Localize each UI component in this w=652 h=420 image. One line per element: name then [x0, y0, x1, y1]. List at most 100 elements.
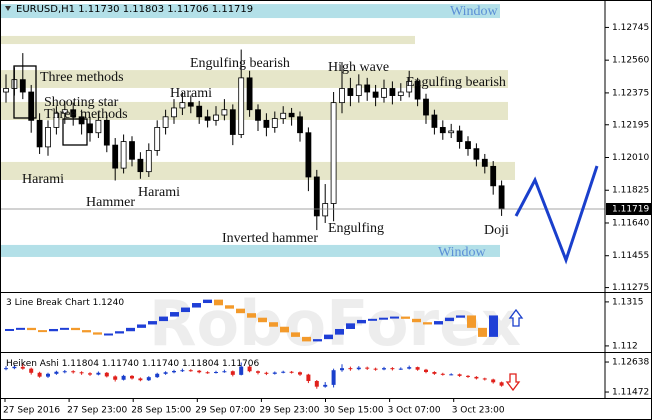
y-tick-label: 1.11275: [612, 283, 649, 293]
annotation: Window: [438, 245, 487, 260]
candle-body: [439, 127, 446, 134]
ha-body: [482, 378, 487, 380]
brick: [236, 308, 245, 314]
y-tick-label: 1.12638: [612, 358, 649, 368]
zone: [0, 35, 415, 45]
ha-body: [239, 366, 244, 375]
brick: [434, 321, 443, 325]
annotation: Shooting star: [44, 95, 119, 110]
candle-body: [372, 91, 379, 98]
brick: [159, 316, 168, 322]
brick: [38, 330, 47, 333]
candle-body: [70, 109, 77, 118]
candle-body: [473, 148, 480, 160]
ha-body: [197, 370, 202, 373]
y-tick-label: 1.11825: [612, 186, 649, 196]
brick: [258, 317, 267, 323]
zone: [0, 4, 500, 19]
ha-body: [138, 378, 143, 381]
x-tick-label: 27 Sep 23:00: [67, 406, 127, 416]
brick: [247, 313, 256, 318]
candle-body: [355, 84, 362, 96]
candle-body: [162, 116, 169, 128]
ha-body: [390, 368, 395, 370]
ha-body: [466, 375, 470, 377]
brick: [324, 334, 333, 340]
brick: [478, 327, 487, 337]
candle-body: [431, 114, 438, 128]
ha-body: [449, 374, 454, 376]
ha-body: [222, 371, 227, 373]
brick: [170, 312, 179, 317]
brick: [16, 327, 25, 330]
candle-body: [280, 112, 287, 119]
pattern-box: [13, 65, 37, 119]
annotations: Window Three methods Shooting star Three…: [13, 4, 509, 260]
y-tick-label: 1.11455: [612, 251, 649, 261]
y-tick-label: 1.11640: [612, 218, 649, 228]
ha-body: [20, 366, 25, 369]
brick: [456, 315, 465, 318]
ha-body: [29, 368, 34, 373]
brick: [412, 318, 421, 323]
y-tick-label: 1.12195: [612, 120, 649, 130]
candle-body: [498, 185, 505, 210]
brick: [115, 331, 124, 334]
ha-body: [306, 374, 311, 382]
candle-body: [465, 141, 471, 150]
candle-body: [129, 141, 135, 160]
ha-body: [146, 377, 151, 381]
ha-body: [163, 372, 168, 374]
brick: [467, 315, 476, 328]
pattern-box: [62, 118, 88, 146]
ha-body: [230, 371, 235, 375]
ha-body: [382, 368, 386, 370]
x-tick-label: 29 Sep 23:00: [259, 406, 319, 416]
candle-body: [36, 119, 43, 148]
candle-body: [145, 150, 152, 173]
candle-body: [381, 88, 387, 98]
brick: [280, 326, 289, 333]
brick: [126, 327, 135, 332]
candle-body: [263, 119, 270, 128]
brick: [368, 318, 377, 321]
candle-body: [229, 109, 236, 135]
candle-body: [103, 119, 110, 146]
ha-body: [415, 367, 420, 370]
brick: [489, 315, 498, 337]
header-icon: [5, 6, 11, 11]
annotation: Harami: [22, 172, 64, 187]
ha-body: [214, 372, 218, 374]
down-arrow: [505, 373, 521, 392]
x-tick-label: 29 Sep 07:00: [195, 406, 255, 416]
annotation: Engulfing: [328, 221, 384, 236]
ha-body: [323, 384, 328, 387]
annotation: Doji: [484, 223, 509, 238]
ha-body: [113, 376, 118, 380]
brick: [93, 332, 102, 335]
brick: [390, 316, 399, 319]
ha-body: [121, 375, 126, 380]
ha-body: [314, 381, 319, 387]
candle-body: [297, 116, 303, 134]
candle-body: [213, 114, 219, 121]
zone: [0, 161, 515, 180]
zone: [0, 101, 508, 120]
y-tick-label: 1.12745: [612, 23, 649, 33]
watermark: RoboForex: [149, 287, 521, 360]
annotation: Window: [450, 4, 499, 19]
ha-body: [348, 368, 353, 370]
ha-body: [88, 373, 92, 375]
ha-body: [398, 368, 403, 370]
candle-body: [406, 81, 413, 93]
brick: [357, 319, 366, 324]
brick: [302, 336, 311, 342]
zone: [0, 244, 500, 257]
candle-body: [95, 119, 102, 134]
x-tick-label: 28 Sep 15:00: [131, 406, 191, 416]
candle-body: [288, 112, 295, 118]
brick: [225, 305, 234, 309]
chart-title: EURUSD,H1 1.11730 1.11803 1.11706 1.1171…: [16, 4, 253, 15]
ha-body: [104, 372, 109, 377]
